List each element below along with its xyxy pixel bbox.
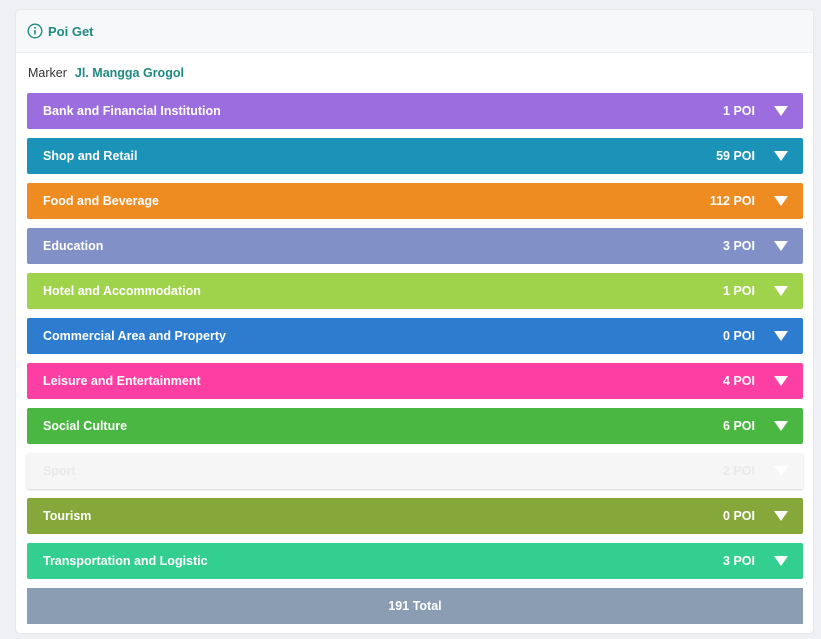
category-row[interactable]: Sport 2 POI	[27, 453, 803, 489]
category-label: Sport	[43, 464, 76, 478]
marker-row: Marker Jl. Mangga Grogol	[16, 53, 813, 93]
category-row[interactable]: Shop and Retail 59 POI	[27, 138, 803, 174]
caret-down-icon[interactable]	[773, 195, 789, 207]
category-list: Bank and Financial Institution 1 POI Shop …	[27, 93, 803, 624]
poi-panel: Poi Get Marker Jl. Mangga Grogol Bank an…	[16, 10, 813, 633]
category-count: 1 POI	[723, 284, 755, 298]
caret-down-icon[interactable]	[773, 375, 789, 387]
category-label: Shop and Retail	[43, 149, 138, 163]
category-row[interactable]: Bank and Financial Institution 1 POI	[27, 93, 803, 129]
caret-down-icon[interactable]	[773, 420, 789, 432]
category-row[interactable]: Education 3 POI	[27, 228, 803, 264]
panel-header: Poi Get	[16, 10, 813, 53]
category-count: 3 POI	[723, 239, 755, 253]
category-count: 0 POI	[723, 509, 755, 523]
caret-down-icon[interactable]	[773, 285, 789, 297]
category-count: 59 POI	[716, 149, 755, 163]
category-row[interactable]: Leisure and Entertainment 4 POI	[27, 363, 803, 399]
marker-label: Marker	[28, 66, 67, 80]
category-label: Tourism	[43, 509, 92, 523]
category-count: 1 POI	[723, 104, 755, 118]
caret-down-icon[interactable]	[773, 240, 789, 252]
category-row[interactable]: Hotel and Accommodation 1 POI	[27, 273, 803, 309]
panel-title: Poi Get	[48, 23, 94, 39]
category-count: 4 POI	[723, 374, 755, 388]
category-row[interactable]: Tourism 0 POI	[27, 498, 803, 534]
category-row[interactable]: Food and Beverage 112 POI	[27, 183, 803, 219]
category-count: 0 POI	[723, 329, 755, 343]
caret-down-icon[interactable]	[773, 510, 789, 522]
category-label: Transportation and Logistic	[43, 554, 208, 568]
info-icon	[27, 23, 43, 39]
total-label: 191 Total	[388, 599, 442, 613]
marker-value: Jl. Mangga Grogol	[74, 66, 184, 80]
category-label: Social Culture	[43, 419, 128, 433]
category-label: Hotel and Accommodation	[43, 284, 201, 298]
category-count: 6 POI	[723, 419, 755, 433]
category-row[interactable]: Social Culture 6 POI	[27, 408, 803, 444]
caret-down-icon[interactable]	[773, 555, 789, 567]
category-label: Commercial Area and Property	[43, 329, 226, 343]
category-row[interactable]: Transportation and Logistic 3 POI	[27, 543, 803, 579]
category-label: Bank and Financial Institution	[43, 104, 221, 118]
category-label: Leisure and Entertainment	[43, 374, 201, 388]
category-label: Education	[43, 239, 104, 253]
category-label: Food and Beverage	[43, 194, 159, 208]
caret-down-icon[interactable]	[773, 465, 789, 477]
caret-down-icon[interactable]	[773, 330, 789, 342]
total-bar: 191 Total	[27, 588, 803, 624]
category-count: 3 POI	[723, 554, 755, 568]
category-row[interactable]: Commercial Area and Property 0 POI	[27, 318, 803, 354]
category-count: 2 POI	[723, 464, 755, 478]
category-count: 112 POI	[709, 194, 755, 208]
caret-down-icon[interactable]	[773, 105, 789, 117]
caret-down-icon[interactable]	[773, 150, 789, 162]
